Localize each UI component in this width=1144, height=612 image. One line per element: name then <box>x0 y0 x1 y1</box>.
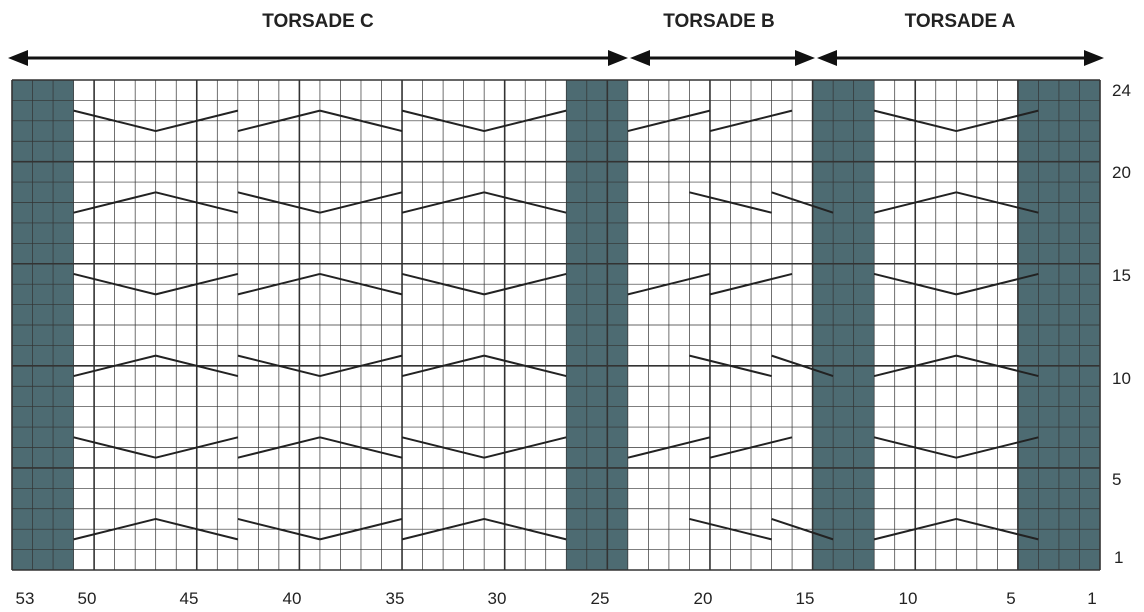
cable-cross-symbol <box>319 272 403 296</box>
cable-cross-symbol <box>689 354 772 378</box>
cable-cross-symbol <box>73 354 156 378</box>
cable-cross-symbol <box>709 272 793 296</box>
cable-cross-symbol <box>73 191 156 214</box>
cable-cross-symbol <box>689 191 772 214</box>
col-label: 50 <box>78 589 97 608</box>
cable-cross-symbol <box>873 272 957 296</box>
cable-cross-symbol <box>956 354 1039 378</box>
section-label-a: TORSADE A <box>905 11 1016 32</box>
cable-cross-symbol <box>155 436 239 459</box>
cable-cross-symbol <box>483 436 567 459</box>
cable-cross-symbol <box>319 354 403 378</box>
cable-cross-symbol <box>237 436 321 459</box>
cable-cross-symbol <box>873 517 957 541</box>
section-arrow-head-right <box>795 50 815 66</box>
col-label: 5 <box>1006 589 1015 608</box>
cable-cross-symbol <box>956 517 1039 541</box>
cable-cross-symbol <box>483 354 567 378</box>
section-arrow-head-right <box>1084 50 1104 66</box>
row-label: 5 <box>1112 470 1121 489</box>
cable-cross-symbol <box>771 354 834 377</box>
chart-grid <box>11 79 1101 571</box>
cable-cross-symbol <box>401 517 485 541</box>
cable-cross-symbol <box>155 272 239 296</box>
section-label-b: TORSADE B <box>663 11 775 32</box>
col-label: 53 <box>16 589 35 608</box>
section-arrow-head-left <box>8 50 28 66</box>
cable-cross-symbol <box>155 109 239 133</box>
cable-cross-symbol <box>319 191 403 214</box>
col-label: 1 <box>1087 589 1096 608</box>
cable-cross-symbol <box>155 517 239 541</box>
col-label: 25 <box>591 589 610 608</box>
cable-cross-symbol <box>771 518 834 541</box>
col-label: 15 <box>796 589 815 608</box>
cable-cross-symbol <box>73 436 156 459</box>
cable-cross-symbol <box>401 272 485 296</box>
section-arrow-head-right <box>608 50 628 66</box>
section-label-c: TORSADE C <box>262 11 374 32</box>
cable-cross-symbol <box>73 272 156 296</box>
cable-cross-symbol <box>155 354 239 378</box>
cable-cross-symbol <box>627 109 711 133</box>
cable-cross-symbol <box>237 272 321 296</box>
cable-cross-symbol <box>689 517 772 541</box>
cable-cross-symbol <box>237 354 321 378</box>
section-arrows <box>8 50 1104 66</box>
cable-cross-symbol <box>709 109 793 133</box>
cable-cross-symbol <box>319 517 403 541</box>
cable-cross-symbol <box>237 191 321 214</box>
cable-cross-symbol <box>956 436 1039 459</box>
cable-symbols <box>73 109 1039 541</box>
cable-cross-symbol <box>627 436 711 459</box>
cable-cross-symbol <box>483 191 567 214</box>
row-label: 20 <box>1112 163 1131 182</box>
row-label: 1 <box>1114 548 1123 567</box>
row-label: 10 <box>1112 369 1131 388</box>
cable-cross-symbol <box>319 109 403 133</box>
cable-cross-symbol <box>483 272 567 296</box>
cable-cross-symbol <box>956 191 1039 214</box>
cable-cross-symbol <box>873 354 957 378</box>
cable-cross-symbol <box>237 109 321 133</box>
cable-cross-symbol <box>483 109 567 133</box>
cable-cross-symbol <box>401 436 485 459</box>
row-label: 24 <box>1112 81 1131 100</box>
cable-cross-symbol <box>771 191 834 214</box>
cable-cross-symbol <box>319 436 403 459</box>
cable-cross-symbol <box>873 109 957 133</box>
cable-cross-symbol <box>709 436 793 459</box>
cable-cross-symbol <box>956 109 1039 133</box>
row-label: 15 <box>1112 266 1131 285</box>
cable-cross-symbol <box>155 191 239 214</box>
cable-cross-symbol <box>956 272 1039 296</box>
col-label: 40 <box>283 589 302 608</box>
col-label: 20 <box>694 589 713 608</box>
cable-cross-symbol <box>873 191 957 214</box>
cable-cross-symbol <box>401 109 485 133</box>
col-label: 10 <box>899 589 918 608</box>
col-label: 45 <box>180 589 199 608</box>
section-arrow-head-left <box>817 50 837 66</box>
section-arrow-head-left <box>630 50 650 66</box>
col-label: 30 <box>488 589 507 608</box>
cable-cross-symbol <box>401 191 485 214</box>
col-label: 35 <box>386 589 405 608</box>
cable-cross-symbol <box>237 517 321 541</box>
cable-cross-symbol <box>73 517 156 541</box>
cable-cross-symbol <box>627 272 711 296</box>
cable-cross-symbol <box>401 354 485 378</box>
cable-cross-symbol <box>483 517 567 541</box>
cable-cross-symbol <box>73 109 156 133</box>
cable-cross-symbol <box>873 436 957 459</box>
